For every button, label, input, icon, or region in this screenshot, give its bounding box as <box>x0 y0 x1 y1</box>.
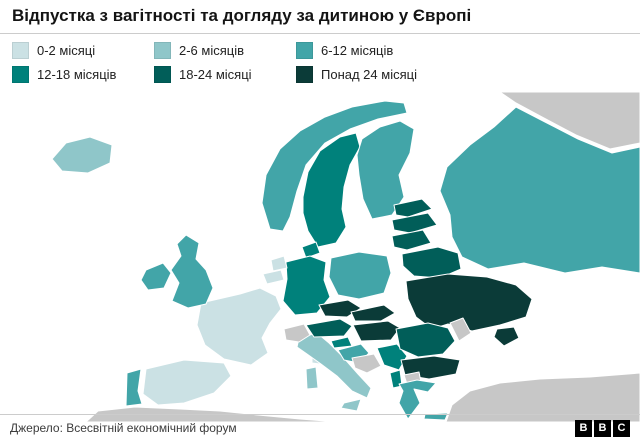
legend-item-6-12: 6-12 місяців <box>296 42 438 59</box>
country-latvia <box>391 212 438 234</box>
legend-swatch-over-24 <box>296 66 313 83</box>
bbc-logo-letter-b2: B <box>594 419 611 437</box>
country-romania <box>395 322 456 358</box>
header: Відпустка з вагітності та догляду за дит… <box>0 0 640 30</box>
country-slovakia <box>350 304 396 322</box>
legend-label-over-24: Понад 24 місяці <box>321 67 417 82</box>
bbc-logo-letter-c: C <box>613 419 630 437</box>
bbc-logo: B B C <box>575 419 630 437</box>
legend-label-18-24: 18-24 місяці <box>179 67 252 82</box>
country-norway <box>261 100 408 232</box>
country-switzerland <box>283 323 311 343</box>
country-ireland <box>140 262 172 291</box>
europe-map-svg <box>51 92 640 422</box>
country-spain <box>142 359 232 406</box>
country-austria <box>305 318 353 338</box>
country-hungary <box>352 320 401 342</box>
country-italy <box>296 332 372 399</box>
legend-label-2-6: 2-6 місяців <box>179 43 245 58</box>
legend-label-6-12: 6-12 місяців <box>321 43 394 58</box>
header-divider <box>0 33 640 34</box>
country-iceland <box>51 136 113 174</box>
country-belgium <box>262 269 285 285</box>
legend: 0-2 місяці 2-6 місяців 6-12 місяців 12-1… <box>0 34 640 92</box>
country-belarus <box>401 246 462 279</box>
country-turkey <box>445 372 640 422</box>
legend-item-0-2: 0-2 місяці <box>12 42 154 59</box>
country-bosnia <box>351 353 382 374</box>
page-title: Відпустка з вагітності та догляду за дит… <box>12 6 472 25</box>
country-slovenia <box>330 336 353 349</box>
country-uk <box>170 234 214 309</box>
country-poland <box>328 251 392 300</box>
legend-item-18-24: 18-24 місяці <box>154 66 296 83</box>
legend-swatch-18-24 <box>154 66 171 83</box>
legend-row-2: 12-18 місяців 18-24 місяці Понад 24 міся… <box>12 66 628 83</box>
country-estonia <box>393 198 433 218</box>
legend-item-2-6: 2-6 місяців <box>154 42 296 59</box>
legend-label-12-18: 12-18 місяців <box>37 67 117 82</box>
europe-map <box>0 92 640 422</box>
country-portugal <box>125 368 143 407</box>
legend-item-over-24: Понад 24 місяці <box>296 66 438 83</box>
country-greece <box>398 379 437 420</box>
region-crimea <box>493 326 520 347</box>
country-ukraine <box>405 273 533 332</box>
country-netherlands <box>270 255 288 272</box>
country-russia <box>439 106 640 274</box>
legend-item-12-18: 12-18 місяців <box>12 66 154 83</box>
country-moldova <box>449 317 472 342</box>
country-lithuania <box>391 229 432 251</box>
legend-swatch-6-12 <box>296 42 313 59</box>
country-finland <box>356 120 415 220</box>
country-sweden <box>302 132 361 248</box>
region-sardinia <box>305 366 319 390</box>
legend-row-1: 0-2 місяці 2-6 місяців 6-12 місяців <box>12 42 628 59</box>
country-denmark <box>301 241 321 259</box>
region-arctic <box>499 92 640 150</box>
footer: Джерело: Всесвітній економічний форум B … <box>0 414 640 441</box>
bbc-logo-letter-b1: B <box>575 419 592 437</box>
legend-swatch-2-6 <box>154 42 171 59</box>
legend-swatch-0-2 <box>12 42 29 59</box>
source-text: Джерело: Всесвітній економічний форум <box>10 421 237 435</box>
legend-label-0-2: 0-2 місяці <box>37 43 96 58</box>
legend-swatch-12-18 <box>12 66 29 83</box>
region-sicily <box>340 398 362 412</box>
country-france <box>196 287 282 366</box>
